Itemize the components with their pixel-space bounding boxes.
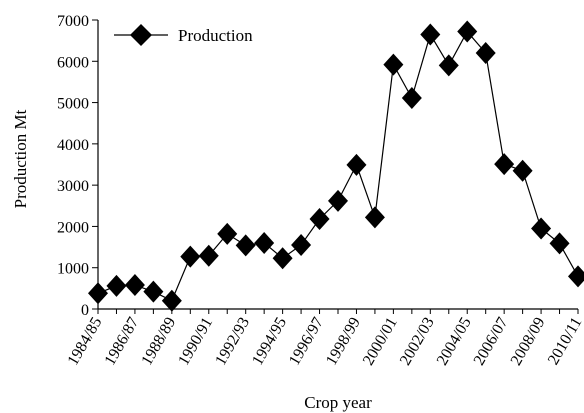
data-point bbox=[494, 153, 515, 176]
x-tick-label: 2006/07 bbox=[471, 314, 512, 368]
y-tick-label: 5000 bbox=[57, 96, 89, 113]
data-point bbox=[531, 217, 552, 240]
y-tick-label: 6000 bbox=[57, 54, 89, 71]
x-tick-label: 1994/95 bbox=[249, 315, 290, 369]
x-tick-label: 2000/01 bbox=[360, 315, 401, 369]
y-axis-ticks: 0 1000 2000 3000 4000 5000 6000 7000 bbox=[57, 13, 98, 319]
x-axis-title: Crop year bbox=[304, 393, 372, 412]
data-point bbox=[106, 274, 127, 297]
data-point bbox=[346, 153, 367, 176]
data-point bbox=[475, 42, 496, 65]
y-tick-label: 1000 bbox=[57, 261, 89, 278]
data-point bbox=[364, 206, 385, 229]
data-point bbox=[124, 274, 145, 297]
data-point bbox=[383, 53, 404, 76]
y-tick-label: 3000 bbox=[57, 178, 89, 195]
x-tick-label: 2002/03 bbox=[397, 315, 438, 369]
x-tick-label: 1984/85 bbox=[65, 315, 106, 369]
x-tick-label: 1998/99 bbox=[323, 315, 364, 369]
x-tick-label: 1986/87 bbox=[101, 315, 142, 369]
data-point bbox=[291, 234, 312, 257]
x-tick-label: 1996/97 bbox=[286, 315, 327, 369]
data-point bbox=[457, 20, 478, 43]
data-point bbox=[309, 207, 330, 230]
data-point bbox=[198, 244, 219, 267]
x-tick-label: 1992/93 bbox=[212, 315, 253, 369]
x-tick-label: 1990/91 bbox=[175, 315, 216, 369]
y-tick-label: 7000 bbox=[57, 13, 89, 30]
data-point bbox=[180, 245, 201, 268]
x-axis-ticks: 1984/851986/871988/891990/911992/931994/… bbox=[65, 309, 584, 368]
data-point bbox=[272, 247, 293, 270]
data-point bbox=[161, 289, 182, 312]
y-tick-label: 0 bbox=[81, 302, 89, 319]
data-point bbox=[143, 280, 164, 303]
data-point bbox=[420, 23, 441, 46]
x-tick-label: 2004/05 bbox=[434, 315, 475, 369]
data-point bbox=[254, 231, 275, 254]
legend: Production bbox=[114, 24, 253, 46]
x-tick-label: 2008/09 bbox=[508, 315, 549, 369]
data-point bbox=[328, 189, 348, 212]
data-point bbox=[235, 234, 256, 257]
data-point bbox=[512, 159, 533, 182]
x-tick-label: 1988/89 bbox=[138, 315, 179, 369]
legend-marker bbox=[130, 24, 152, 46]
y-tick-label: 4000 bbox=[57, 137, 89, 154]
data-point bbox=[88, 282, 108, 305]
data-point bbox=[568, 265, 584, 288]
x-tick-label: 2010/11 bbox=[545, 315, 584, 368]
data-point bbox=[438, 54, 459, 77]
y-axis-title: Production Mt bbox=[11, 109, 30, 208]
data-point bbox=[549, 232, 570, 255]
y-tick-label: 2000 bbox=[57, 219, 89, 236]
data-point bbox=[217, 222, 238, 245]
legend-label: Production bbox=[178, 26, 253, 45]
data-point bbox=[401, 87, 422, 110]
series-production bbox=[88, 20, 584, 312]
